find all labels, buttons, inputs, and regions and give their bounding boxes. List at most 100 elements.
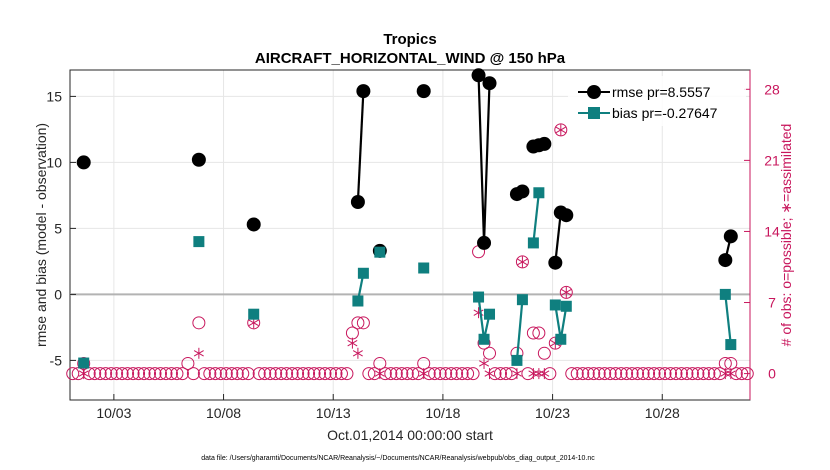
y2-tick-label: 28 <box>764 81 780 97</box>
obs-possible-marker <box>493 367 507 381</box>
bias-point <box>478 333 490 345</box>
obs-possible-marker <box>609 367 623 381</box>
rmse-point <box>548 255 563 270</box>
obs-possible-marker <box>658 367 672 381</box>
obs-possible-marker <box>197 367 211 381</box>
chart-subtitle: AIRCRAFT_HORIZONTAL_WIND @ 150 hPa <box>255 50 566 67</box>
obs-possible-marker <box>740 367 754 381</box>
y2-tick-label: 21 <box>764 152 780 168</box>
obs-possible-marker <box>296 367 310 381</box>
rmse-point <box>246 217 261 232</box>
obs-assimilated-marker <box>374 368 385 380</box>
bias-point <box>78 357 90 369</box>
obs-possible-marker <box>269 367 283 381</box>
obs-possible-marker <box>104 367 118 381</box>
rmse-point <box>718 253 733 268</box>
obs-possible-marker <box>66 367 80 381</box>
y-tick-label: 15 <box>46 88 62 104</box>
legend-bias-label: bias pr=-0.27647 <box>612 105 718 121</box>
rmse-point <box>356 84 371 99</box>
obs-possible-marker <box>669 367 683 381</box>
obs-assimilated-marker <box>533 368 544 380</box>
rmse-point <box>416 84 431 99</box>
obs-possible-marker <box>384 367 398 381</box>
obs-assimilated-marker <box>517 256 528 268</box>
obs-possible-marker <box>526 326 540 340</box>
obs-possible-marker <box>362 367 376 381</box>
bias-point <box>555 333 567 345</box>
obs-possible-marker <box>532 326 546 340</box>
obs-assimilated-marker <box>352 347 363 359</box>
obs-possible-marker <box>450 367 464 381</box>
obs-possible-marker <box>581 367 595 381</box>
obs-possible-marker <box>329 367 343 381</box>
obs-possible-marker <box>406 367 420 381</box>
y-tick-label: 5 <box>54 220 62 236</box>
obs-possible-marker <box>729 367 743 381</box>
obs-possible-marker <box>203 367 217 381</box>
obs-possible-marker <box>422 367 436 381</box>
obs-possible-marker <box>515 255 529 269</box>
obs-possible-marker <box>302 367 316 381</box>
obs-possible-marker <box>82 367 96 381</box>
obs-possible-marker <box>340 367 354 381</box>
x-tick-label: 10/13 <box>316 405 351 421</box>
obs-possible-marker <box>137 367 151 381</box>
obs-possible-marker <box>439 367 453 381</box>
obs-possible-marker <box>592 367 606 381</box>
bias-point <box>374 246 386 258</box>
y2-axis-label: # of obs: o=possible; ∗=assimilated <box>778 124 794 347</box>
obs-possible-marker <box>170 367 184 381</box>
bias-line <box>515 299 524 361</box>
rmse-point <box>477 235 492 250</box>
obs-possible-marker <box>647 367 661 381</box>
bias-point <box>560 300 572 312</box>
rmse-point <box>537 136 552 151</box>
obs-possible-marker <box>148 367 162 381</box>
obs-possible-marker <box>236 367 250 381</box>
obs-possible-marker <box>663 367 677 381</box>
obs-possible-marker <box>707 367 721 381</box>
obs-possible-marker <box>132 367 146 381</box>
obs-assimilated-marker <box>528 368 539 380</box>
rmse-point <box>350 195 365 209</box>
bias-point <box>357 267 369 279</box>
obs-possible-marker <box>685 367 699 381</box>
obs-possible-marker <box>274 367 288 381</box>
bias-point <box>418 262 430 274</box>
obs-assimilated-marker <box>484 368 495 380</box>
legend-rmse-label: rmse pr=8.5557 <box>612 84 711 100</box>
obs-possible-marker <box>433 367 447 381</box>
obs-possible-marker <box>192 316 206 330</box>
obs-possible-marker <box>214 367 228 381</box>
obs-possible-marker <box>241 367 255 381</box>
rmse-point <box>191 152 206 167</box>
obs-possible-marker <box>153 367 167 381</box>
obs-assimilated-marker <box>418 368 429 380</box>
obs-possible-marker <box>143 367 157 381</box>
chart-title: Tropics <box>383 31 436 48</box>
obs-possible-marker <box>285 367 299 381</box>
obs-assimilated-marker <box>561 286 572 298</box>
obs-possible-marker <box>587 367 601 381</box>
x-tick-label: 10/23 <box>535 405 570 421</box>
y2-tick-label: 14 <box>764 223 780 239</box>
obs-possible-marker <box>570 367 584 381</box>
obs-possible-marker <box>620 367 634 381</box>
obs-possible-marker <box>466 367 480 381</box>
obs-possible-marker <box>110 367 124 381</box>
series-lines <box>76 68 738 369</box>
bias-point <box>193 236 205 248</box>
x-tick-label: 10/28 <box>645 405 680 421</box>
rmse-point <box>482 76 497 91</box>
obs-possible-marker <box>181 356 195 370</box>
obs-count-markers <box>66 123 754 381</box>
obs-possible-marker <box>313 367 327 381</box>
obs-possible-marker <box>642 367 656 381</box>
obs-possible-marker <box>263 367 277 381</box>
obs-assimilated-marker <box>539 368 550 380</box>
y-tick-label: 0 <box>54 286 62 302</box>
obs-possible-marker <box>219 367 233 381</box>
rmse-point <box>515 184 530 199</box>
